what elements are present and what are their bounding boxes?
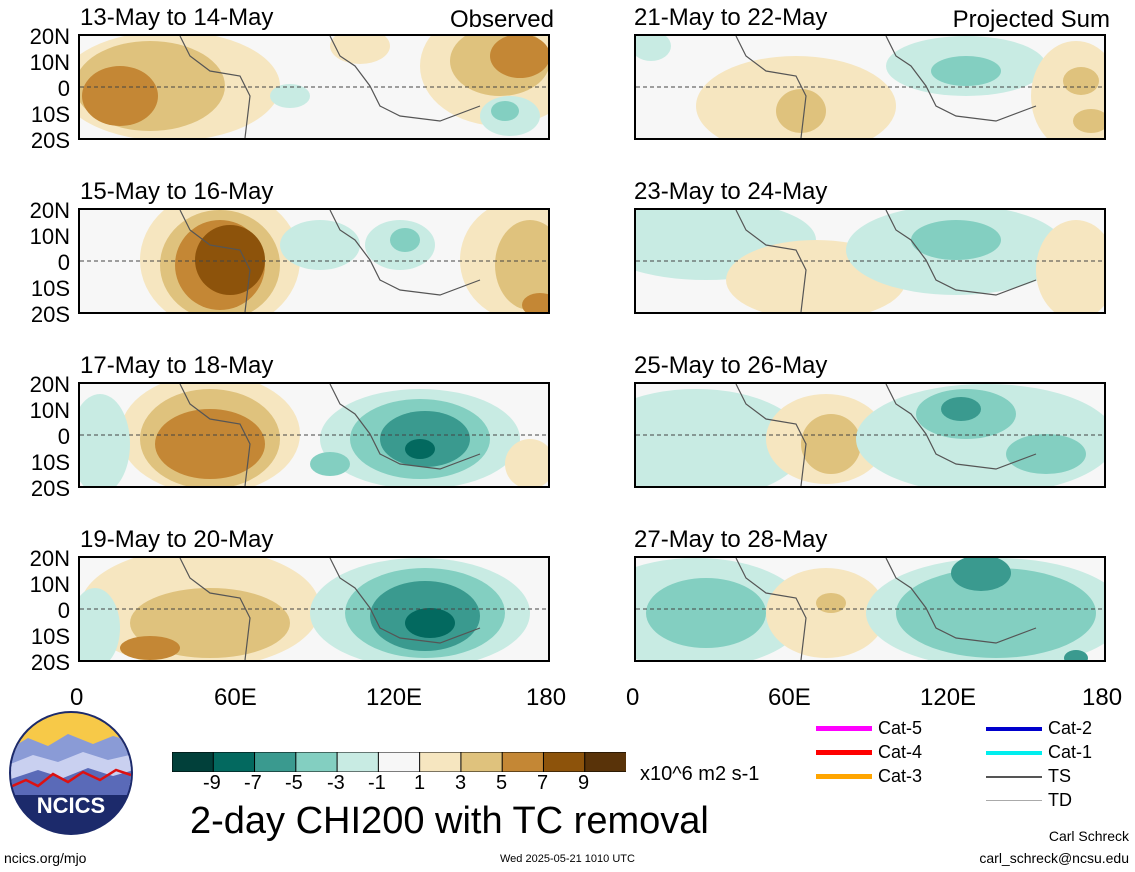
legend-swatch [816, 750, 872, 755]
lat-label: 20S [30, 650, 70, 675]
legend-swatch [816, 726, 872, 731]
colorbar-tick: 5 [496, 772, 508, 794]
lon-label: 120E [920, 684, 977, 711]
legend-swatch [986, 775, 1042, 778]
lat-label: 10N [29, 572, 70, 597]
lon-label: 0 [626, 684, 640, 711]
lat-label: 10N [29, 50, 70, 75]
lat-label: 0 [57, 76, 70, 101]
colorbar-tick: 3 [455, 772, 467, 794]
legend-label: TS [1048, 766, 1072, 786]
map-area [78, 34, 550, 140]
panel-title: 13-May to 14-May [80, 4, 274, 31]
legend-item-td: TD [986, 790, 1072, 811]
colorbar-tick: -5 [285, 772, 303, 794]
lon-label: 180 [526, 684, 567, 711]
legend-item-cat2: Cat-2 [986, 718, 1092, 739]
legend-swatch [986, 750, 1042, 755]
panel-tag-projected: Projected Sum [952, 6, 1110, 33]
colorbar-swatch [419, 751, 462, 773]
footer-email: carl_schreck@ncsu.edu [979, 850, 1129, 866]
lon-label: 60E [214, 684, 257, 711]
legend-item-cat1: Cat-1 [986, 742, 1092, 763]
legend-swatch [986, 800, 1042, 801]
panel-title: 21-May to 22-May [634, 4, 828, 31]
legend-label: Cat-5 [878, 718, 923, 738]
legend-label: Cat-2 [1048, 718, 1093, 738]
lat-label: 10N [29, 398, 70, 423]
lon-label: 0 [70, 684, 84, 711]
logo-text: NCICS [37, 793, 105, 818]
colorbar-swatch [501, 751, 545, 773]
colorbar [171, 751, 628, 773]
map-area [634, 382, 1106, 488]
legend-swatch [986, 726, 1042, 731]
lat-label: 10S [30, 450, 70, 475]
panel-title: 23-May to 24-May [634, 178, 828, 205]
panel-title: 19-May to 20-May [80, 526, 274, 553]
lat-label: 10S [30, 624, 70, 649]
lon-label: 180 [1082, 684, 1123, 711]
legend-label: Cat-1 [1048, 742, 1093, 762]
colorbar-swatch [254, 751, 297, 773]
legend-item-cat4: Cat-4 [816, 742, 922, 763]
lon-label: 60E [768, 684, 811, 711]
ncics-logo: NCICS [8, 710, 134, 836]
panel-title: 17-May to 18-May [80, 352, 274, 379]
panel-tag-observed: Observed [449, 6, 554, 33]
lon-label: 120E [366, 684, 423, 711]
lat-label: 20S [30, 302, 70, 327]
lat-label: 20N [29, 24, 70, 49]
legend-swatch [816, 774, 872, 779]
colorbar-swatch [295, 751, 339, 773]
lat-label: 20S [30, 128, 70, 153]
colorbar-tick: 1 [414, 772, 426, 794]
lat-label: 10N [29, 224, 70, 249]
lat-label: 0 [57, 598, 70, 623]
colorbar-tick: -3 [327, 772, 345, 794]
colorbar-tick: -7 [244, 772, 262, 794]
colorbar-swatch [336, 751, 380, 773]
lat-label: 20S [30, 476, 70, 501]
legend-item-ts: TS [986, 766, 1071, 787]
lat-label: 20N [29, 546, 70, 571]
colorbar-tick: -1 [368, 772, 386, 794]
legend-item-cat5: Cat-5 [816, 718, 922, 739]
lat-label: 20N [29, 198, 70, 223]
map-area [78, 556, 550, 662]
colorbar-swatch [584, 751, 628, 773]
lat-label: 0 [57, 424, 70, 449]
legend-label: TD [1048, 790, 1072, 810]
map-area [634, 556, 1106, 662]
lat-label: 0 [57, 250, 70, 275]
lat-label: 20N [29, 372, 70, 397]
legend-item-cat3: Cat-3 [816, 766, 922, 787]
colorbar-swatch [171, 751, 215, 773]
panel-title: 25-May to 26-May [634, 352, 828, 379]
colorbar-tick: -9 [203, 772, 221, 794]
panel-title: 27-May to 28-May [634, 526, 828, 553]
colorbar-swatch [542, 751, 586, 773]
lat-label: 10S [30, 276, 70, 301]
footer-url: ncics.org/mjo [4, 850, 87, 866]
map-area [78, 208, 550, 314]
legend-label: Cat-3 [878, 766, 923, 786]
map-area [634, 208, 1106, 314]
map-area [634, 34, 1106, 140]
colorbar-tick: 7 [537, 772, 549, 794]
colorbar-swatch [212, 751, 256, 773]
colorbar-units: x10^6 m2 s-1 [640, 763, 760, 785]
colorbar-tick: 9 [578, 772, 590, 794]
legend-label: Cat-4 [878, 742, 923, 762]
lat-label: 10S [30, 102, 70, 127]
panel-title: 15-May to 16-May [80, 178, 274, 205]
colorbar-swatch [377, 751, 421, 773]
footer-timestamp: Wed 2025-05-21 1010 UTC [500, 853, 635, 865]
colorbar-swatch [460, 751, 504, 773]
main-title: 2-day CHI200 with TC removal [190, 800, 709, 842]
footer-author: Carl Schreck [1048, 828, 1129, 844]
map-area [78, 382, 550, 488]
